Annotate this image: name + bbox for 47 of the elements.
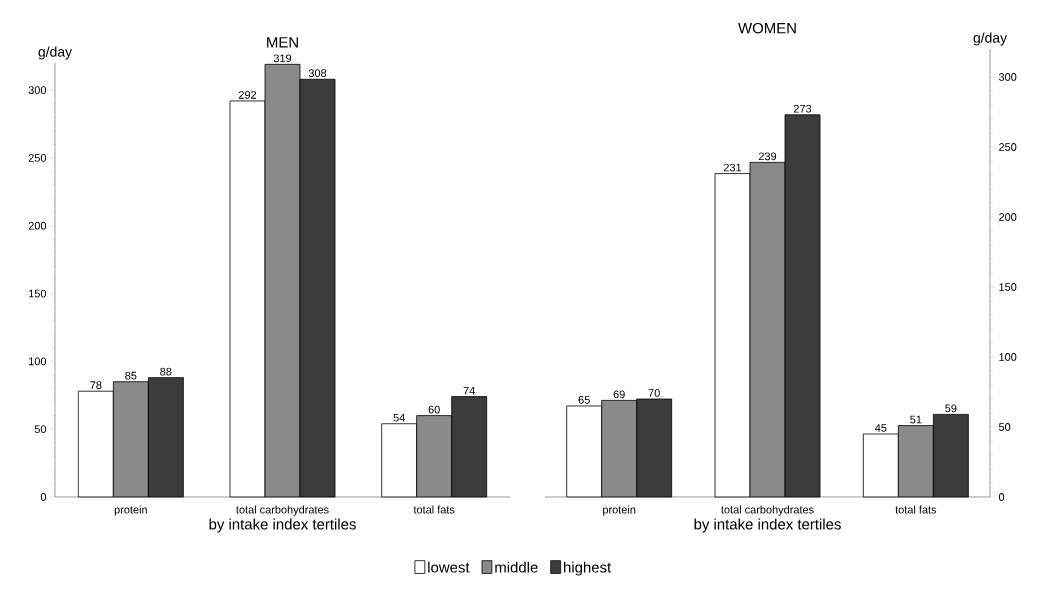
y-tick-label: 200 [28,221,47,230]
data-label: 273 [793,104,812,113]
data-label: 78 [90,381,102,389]
data-label: 319 [273,54,292,63]
y-tick-label: 300 [998,73,1017,81]
y-axis-title: g/day [38,46,73,60]
x-axis-title: by intake index tertiles [694,518,841,533]
data-label: 45 [875,424,887,432]
y-tick-label: 250 [28,154,47,162]
legend-label: lowest [428,561,470,573]
chart-title: WOMEN [738,22,796,34]
data-label: 54 [393,413,405,422]
data-label: 292 [238,91,257,99]
y-tick-label: 300 [28,86,47,94]
data-label: 51 [910,415,922,424]
y-tick-label: 50 [998,423,1011,431]
data-label: 59 [945,404,957,413]
y-tick-label: 0 [40,493,47,501]
x-tick-label: total carbohydrates [236,505,329,516]
y-tick-label: 100 [29,357,47,366]
data-label: 239 [758,152,777,161]
legend-label: highest [564,561,612,576]
data-label: 69 [613,390,625,399]
x-tick-label: total fats [895,505,937,514]
y-tick-label: 250 [999,143,1017,151]
x-tick-label: protein [603,505,636,516]
y-tick-label: 50 [34,425,47,434]
x-tick-label: total fats [413,505,455,514]
data-label: 65 [578,396,590,404]
data-label: 85 [125,371,137,380]
data-label: 60 [428,405,440,414]
data-label: 74 [463,386,475,395]
y-tick-label: 0 [998,493,1005,501]
x-axis-title: by intake index tertiles [209,518,356,533]
data-label: 231 [723,163,742,172]
x-tick-label: protein [114,505,147,516]
x-tick-label: total carbohydrates [721,505,814,516]
chart-title: MEN [267,37,298,48]
y-tick-label: 100 [999,353,1017,361]
y-axis-title: g/day [973,32,1008,46]
data-label: 88 [160,367,172,376]
y-tick-label: 150 [29,289,47,298]
y-tick-label: 200 [999,213,1017,221]
data-label: 308 [308,69,327,78]
data-label: 70 [648,389,660,397]
legend-label: middle [495,561,538,573]
y-tick-label: 150 [999,283,1017,291]
